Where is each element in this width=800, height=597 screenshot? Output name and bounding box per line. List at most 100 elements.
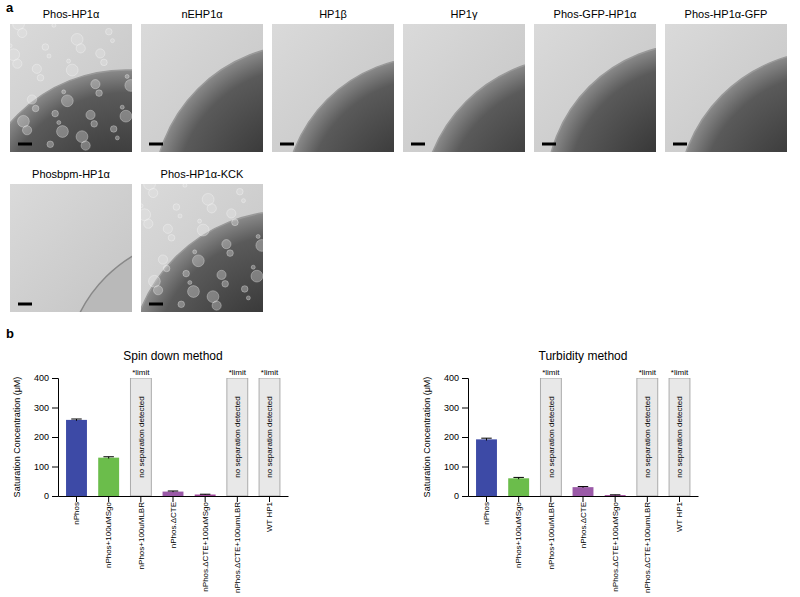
error-bar-cap [578,486,588,487]
small-droplet [241,199,245,203]
micrograph-label: Phos-HP1α-GFP [685,8,768,20]
small-droplet [173,204,180,211]
y-tick-label: 0 [454,491,459,501]
x-tick: nPhos.ΔCTE+100uMSgo [611,496,620,592]
small-droplet [227,209,236,218]
bar [66,420,87,496]
micrograph [10,184,132,312]
x-tick: WT HP1 [265,496,274,532]
bar [163,492,184,496]
x-tick: nPhos [72,496,81,525]
limit-box [259,378,280,496]
x-tick-label: nPhos.ΔCTE+100umLBR [233,502,242,593]
small-droplet [120,110,132,122]
panel-label: a [6,0,14,15]
micrograph [141,184,263,312]
droplet-body [284,57,394,152]
small-droplet [96,90,103,97]
y-tick-mark [52,437,58,438]
scale-bar [149,303,163,306]
error-bar [200,494,210,496]
limit-text: no separation detected [643,396,652,477]
small-droplet [256,240,263,252]
small-droplet [81,141,90,150]
plot-area [66,378,280,496]
y-tick-mark [462,408,468,409]
error-bar-cap [200,494,210,495]
small-droplet [10,44,12,48]
small-droplet [256,234,260,238]
chart-title: Spin down method [123,349,222,363]
error-bar-cap [513,477,523,478]
small-droplet [47,141,54,148]
micrograph [534,24,656,152]
y-tick-label: 200 [444,432,459,442]
x-tick-mark [269,496,270,502]
x-tick-mark [647,496,648,502]
x-tick: nPhos.ΔCTE+100uMSgo [201,496,210,592]
small-droplet [207,204,216,213]
small-droplet [163,224,172,233]
x-tick-mark [486,496,487,502]
scale-bar [411,143,425,146]
small-droplet [251,270,263,282]
small-droplet [91,80,100,89]
y-tick-label: 300 [444,403,459,413]
x-tick-label: nPhos.ΔCTE+100uMSgo [611,501,620,591]
small-droplet [158,255,167,264]
small-droplet [115,136,119,140]
y-tick-mark [52,378,58,379]
x-tick-label: nPhos.ΔCTE+100uMSgo [201,501,210,591]
small-droplet [106,28,113,35]
small-droplet [144,219,153,228]
limit-box [540,378,561,496]
x-tick: nPhos [482,496,491,525]
y-tick-mark [462,467,468,468]
bar [476,439,497,496]
x-tick-mark [518,496,519,502]
small-droplet [149,188,158,197]
x-tick-mark [76,496,77,502]
small-droplet [125,74,129,78]
scale-bar [149,143,163,146]
small-droplet [178,214,182,218]
y-tick: 400 [34,373,58,383]
x-tick: nPhos+100uMSgo [514,496,523,568]
y-tick-label: 400 [34,373,49,383]
y-tick-label: 100 [34,462,49,472]
small-droplet [197,224,209,236]
x-tick-label: nPhos.ΔCTE [169,502,178,548]
micrograph-label: Phos-GFP-HP1α [554,8,637,20]
limit-label: *limit [229,368,247,377]
x-tick-mark [237,496,238,502]
droplet-body [141,211,263,312]
error-bar [513,477,523,479]
x-tick-mark [205,496,206,502]
bar [573,487,594,496]
plot-area [476,378,690,496]
y-tick: 0 [44,491,58,501]
small-droplet [52,110,59,117]
y-axis: 0100200300400 [34,373,59,501]
y-tick: 100 [34,462,58,472]
error-bar [481,438,491,440]
micrograph-label: nEHP1α [181,8,223,20]
y-tick-mark [52,408,58,409]
y-axis-line [462,379,469,497]
micrograph [403,24,525,152]
y-tick-label: 400 [444,373,459,383]
small-droplet [62,90,66,94]
limit-label: *limit [671,368,689,377]
small-droplet [163,265,170,272]
x-tick-label: nPhos.ΔCTE [579,502,588,548]
error-bar [168,491,178,492]
micrograph [272,24,394,152]
x-tick: nPhos+100uMLBR [547,496,556,569]
micrograph-label: Phos-HP1α-KCK [161,168,244,180]
x-tick-label: WT HP1 [265,501,274,532]
error-bar-cap [71,419,81,420]
small-droplet [86,110,95,119]
x-tick-mark [615,496,616,502]
scale-bar [18,143,32,146]
y-tick-label: 200 [34,432,49,442]
